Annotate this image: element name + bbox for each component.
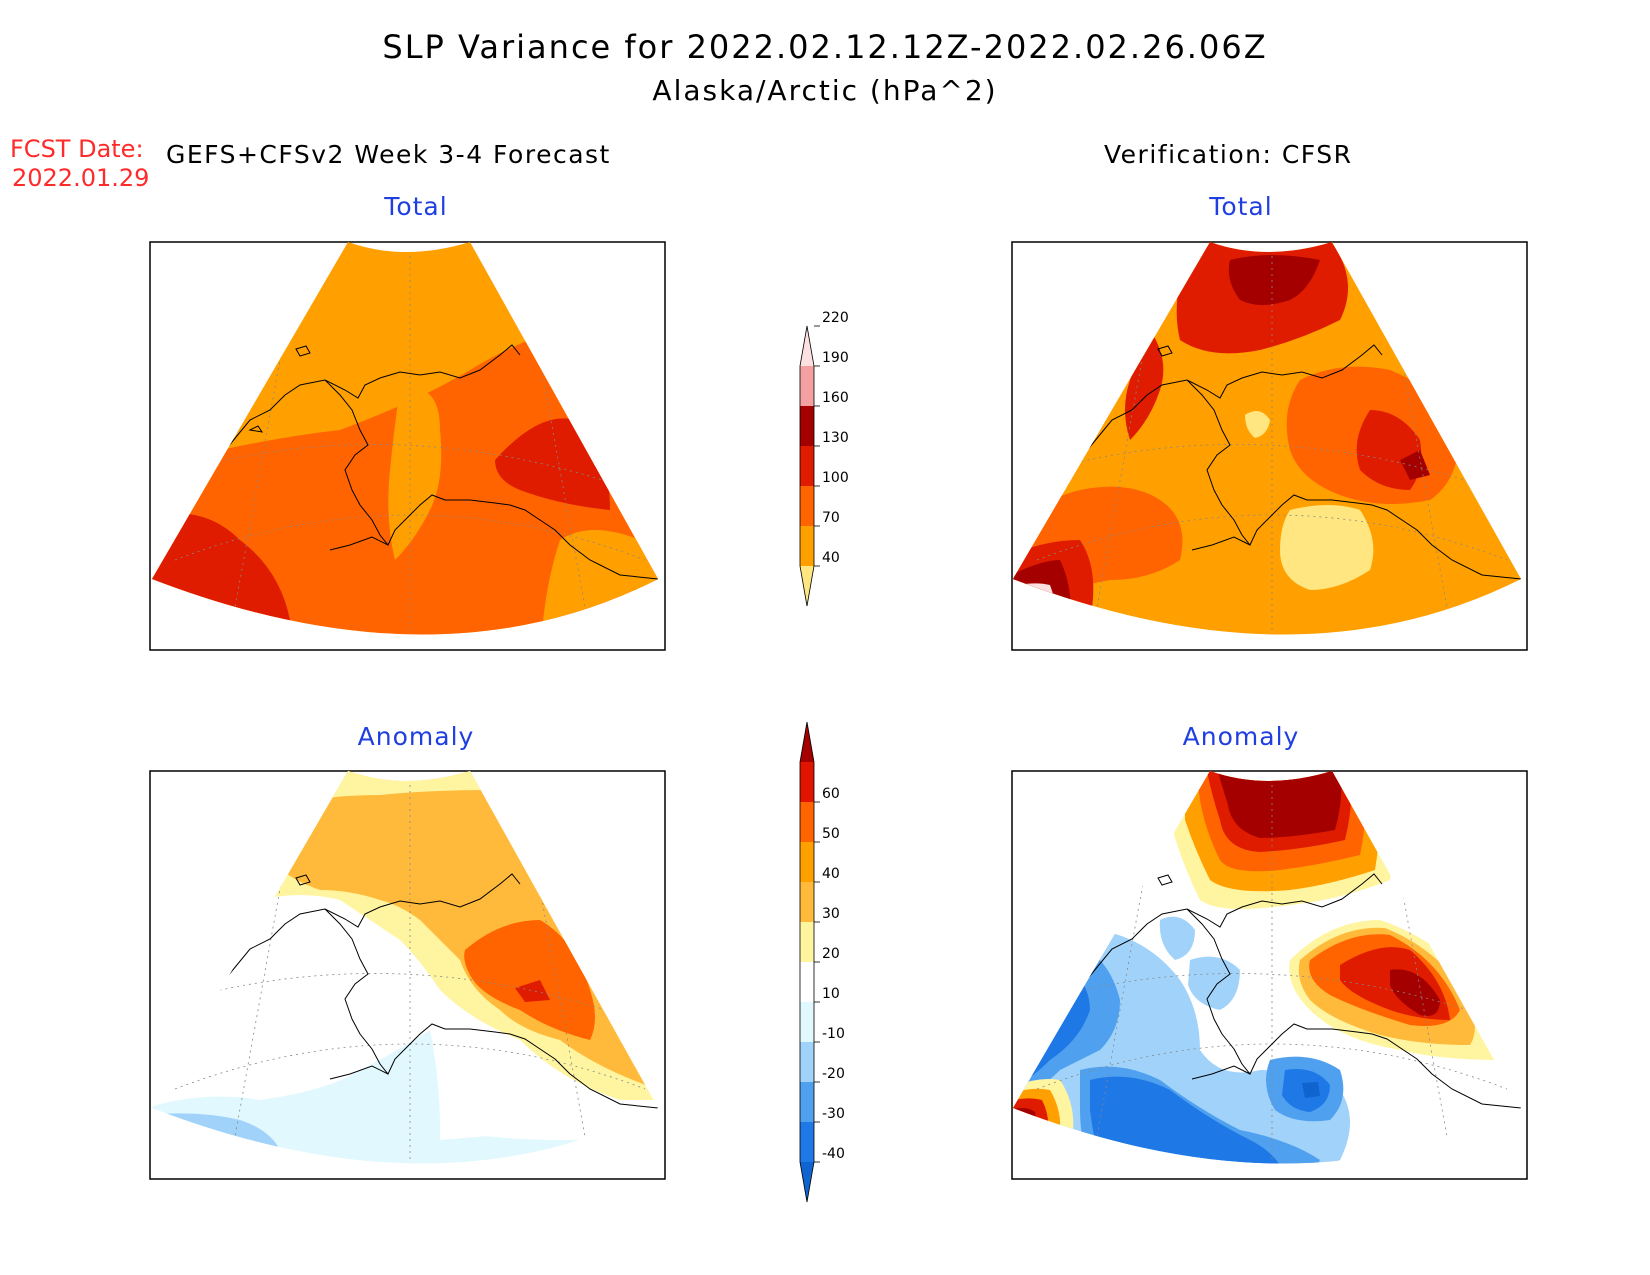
anomaly-colorbar-swatch	[800, 842, 814, 882]
total-colorbar-tick-label: 70	[822, 510, 840, 526]
anomaly-colorbar-swatch	[800, 1002, 814, 1042]
fcst-date-label: FCST Date:	[10, 135, 144, 163]
total-colorbar-tick-label: 190	[822, 350, 849, 366]
anomaly-colorbar-tick-label: 10	[822, 986, 840, 1002]
verification-total-title: Total	[1209, 192, 1273, 221]
anomaly-colorbar-tick-label: 40	[822, 866, 840, 882]
anomaly-colorbar-swatch	[800, 882, 814, 922]
total-colorbar: 40 70 100 130 160 190 220	[799, 310, 849, 607]
anomaly-colorbar-tick-label: -30	[822, 1106, 845, 1122]
anomaly-colorbar-swatch-above	[800, 722, 814, 762]
anomaly-colorbar-tick-label: 50	[822, 826, 840, 842]
total-colorbar-swatch	[800, 486, 814, 526]
verification-anomaly-title: Anomaly	[1182, 722, 1300, 751]
forecast-total-map	[149, 241, 666, 651]
anomaly-colorbar-swatch	[800, 1122, 814, 1162]
total-colorbar-tick-label: 160	[822, 390, 849, 406]
anomaly-colorbar-tick-label: 30	[822, 906, 840, 922]
anomaly-colorbar-swatch	[800, 802, 814, 842]
total-colorbar-swatch	[800, 366, 814, 406]
total-colorbar-swatch-above	[800, 326, 814, 366]
anomaly-colorbar-tick-label: -10	[822, 1026, 845, 1042]
total-colorbar-tick-label: 40	[822, 550, 840, 566]
verification-total-map	[1011, 241, 1528, 651]
total-colorbar-tick-label: 100	[822, 470, 849, 486]
anomaly-colorbar-swatch	[800, 762, 814, 802]
forecast-total-title: Total	[384, 192, 448, 221]
anomaly-colorbar-swatch	[800, 1082, 814, 1122]
anomaly-colorbar-outline	[799, 721, 815, 1203]
forecast-column-title: GEFS+CFSv2 Week 3-4 Forecast	[166, 140, 611, 169]
anomaly-colorbar-tick-label: 20	[822, 946, 840, 962]
figure-title: SLP Variance for 2022.02.12.12Z-2022.02.…	[382, 28, 1268, 66]
anomaly-colorbar-swatch	[800, 962, 814, 1002]
total-colorbar-swatch	[800, 526, 814, 566]
total-colorbar-tick-label: 220	[822, 310, 849, 326]
anomaly-colorbar-tick-label: -20	[822, 1066, 845, 1082]
anomaly-colorbar-tick-label: 60	[822, 786, 840, 802]
anomaly-colorbar-tick-label: -40	[822, 1146, 845, 1162]
anomaly-colorbar: -40 -30 -20 -10 10 20 30 40 50 60	[799, 721, 845, 1203]
figure-subtitle: Alaska/Arctic (hPa^2)	[652, 74, 998, 107]
forecast-anomaly-map	[149, 770, 666, 1180]
anomaly-colorbar-swatch	[800, 1042, 814, 1082]
anomaly-colorbar-swatch-below	[800, 1162, 814, 1202]
total-colorbar-swatch-below	[800, 566, 814, 606]
total-colorbar-tick-label: 130	[822, 430, 849, 446]
verification-column-title: Verification: CFSR	[1104, 140, 1353, 169]
forecast-anomaly-title: Anomaly	[357, 722, 475, 751]
total-colorbar-swatch	[800, 406, 814, 446]
fcst-date-value: 2022.01.29	[12, 164, 150, 192]
verification-anomaly-map	[1011, 770, 1528, 1180]
anomaly-colorbar-swatch	[800, 922, 814, 962]
total-colorbar-swatch	[800, 446, 814, 486]
